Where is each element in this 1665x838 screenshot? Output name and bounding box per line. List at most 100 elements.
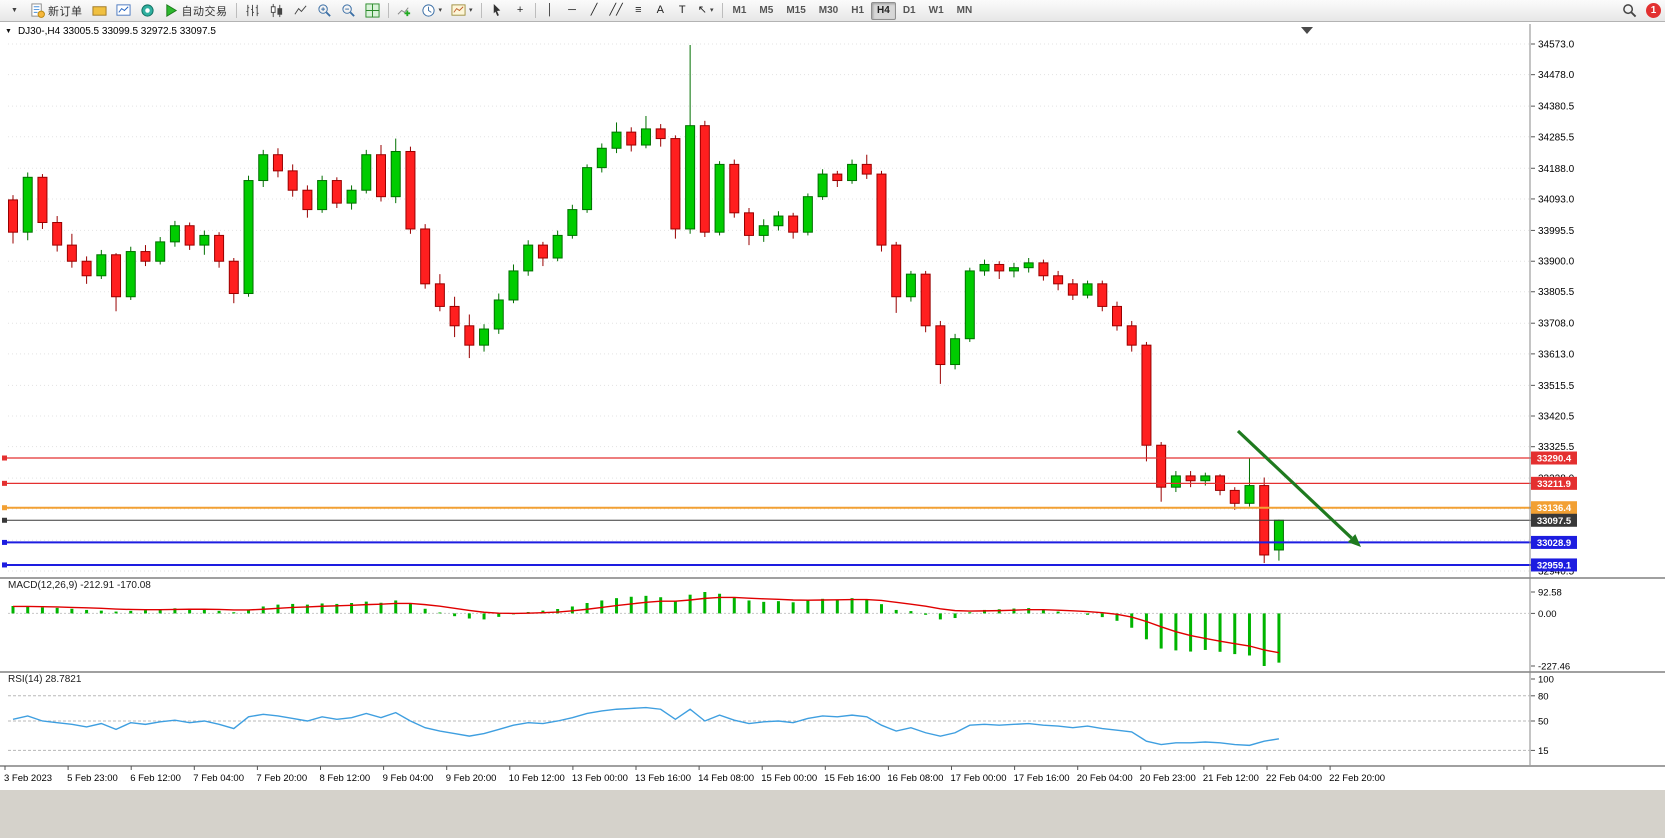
market-watch-button[interactable]: [112, 1, 135, 20]
timeframe-mn-button[interactable]: MN: [951, 2, 979, 20]
search-icon: [1623, 4, 1637, 18]
pane-separator[interactable]: [0, 765, 1665, 767]
toolbar-menu-button[interactable]: ▼: [4, 1, 25, 20]
new-order-button[interactable]: 新订单: [26, 1, 87, 20]
vertical-line-icon: │: [546, 4, 554, 16]
rsi-line: [12, 706, 1280, 747]
toolbar-separator: [235, 3, 237, 18]
horizontal-line-tool-button[interactable]: ─: [562, 1, 583, 20]
timeframe-w1-button[interactable]: W1: [923, 2, 950, 20]
candlestick-series: [8, 44, 1284, 564]
time-axis[interactable]: [0, 766, 1530, 790]
line-handle[interactable]: [2, 505, 7, 511]
caret-down-icon: ▼: [11, 7, 18, 14]
line-handle[interactable]: [2, 539, 7, 545]
time-tick-label: 3 Feb 2023: [4, 773, 52, 784]
crosshair-icon: +: [516, 4, 524, 16]
price-tick-label: 34573.0: [1538, 40, 1575, 51]
notification-badge[interactable]: 1: [1646, 3, 1661, 18]
horizontal-lines: [2, 455, 1531, 568]
line-handle[interactable]: [2, 455, 7, 461]
fibonacci-tool-button[interactable]: ≡: [628, 1, 649, 20]
time-tick-label: 22 Feb 04:00: [1266, 773, 1322, 784]
time-tick-label: 7 Feb 04:00: [193, 773, 244, 784]
price-badge: [1531, 451, 1577, 465]
indicators-button[interactable]: [393, 1, 416, 20]
crosshair-button[interactable]: +: [510, 1, 531, 20]
price-tick-label: 34380.5: [1538, 102, 1575, 113]
channel-tool-button[interactable]: ╱╱: [606, 1, 627, 20]
zoom-in-button[interactable]: [313, 1, 336, 20]
pane-separator[interactable]: [0, 577, 1665, 579]
time-tick-label: 15 Feb 00:00: [761, 773, 817, 784]
price-tick-label: 33805.5: [1538, 287, 1575, 298]
pane-separator[interactable]: [0, 671, 1665, 673]
bar-chart-button[interactable]: [241, 1, 264, 20]
templates-button[interactable]: ▾: [447, 1, 477, 20]
price-tick-label: 33708.0: [1538, 319, 1575, 330]
autotrade-button[interactable]: 自动交易: [160, 1, 232, 20]
price-line-badges: 33290.4 33211.9 33136.4 33097.5 33028.9 32959…: [1531, 451, 1577, 572]
trendline-tool-button[interactable]: ╱: [584, 1, 605, 20]
time-axis-labels: 3 Feb 2023 5 Feb 23:00 6 Feb 12:00 7 Feb 04…: [4, 766, 1385, 784]
price-badge-label: 33211.9: [1537, 479, 1571, 490]
price-tick-label: 33420.5: [1538, 412, 1575, 423]
time-tick-label: 20 Feb 23:00: [1140, 773, 1196, 784]
timeframe-m5-button[interactable]: M5: [753, 2, 779, 20]
caret-icon: ▾: [438, 7, 443, 14]
timeframe-d1-button[interactable]: D1: [897, 2, 922, 20]
macd-label: MACD(12,26,9) -212.91 -170.08: [8, 580, 151, 591]
tile-windows-button[interactable]: [361, 1, 384, 20]
horizontal-line-icon: ─: [568, 4, 576, 16]
line-chart-button[interactable]: [289, 1, 312, 20]
timeframe-h1-button[interactable]: H1: [845, 2, 870, 20]
text-label-icon: T: [678, 4, 686, 16]
navigator-button[interactable]: [136, 1, 159, 20]
rsi-label: RSI(14) 28.7821: [8, 674, 82, 685]
trend-arrow-annotation[interactable]: [1236, 429, 1361, 547]
line-handle[interactable]: [2, 480, 7, 486]
tile-windows-icon: [364, 3, 380, 18]
zoom-out-button[interactable]: [337, 1, 360, 20]
price-badge: [1531, 535, 1577, 549]
template-icon: [451, 4, 466, 16]
timeframe-h4-button[interactable]: H4: [871, 1, 896, 20]
time-tick-label: 17 Feb 00:00: [951, 773, 1007, 784]
search-button[interactable]: [1618, 1, 1641, 20]
caret-icon: ▾: [469, 7, 473, 14]
profiles-icon: [91, 6, 107, 16]
time-tick-label: 20 Feb 04:00: [1077, 773, 1133, 784]
time-tick-label: 5 Feb 23:00: [67, 773, 118, 784]
timeframe-m15-button[interactable]: M15: [780, 2, 811, 20]
timeframe-m1-button[interactable]: M1: [727, 2, 753, 20]
price-badge-label: 32959.1: [1537, 560, 1572, 571]
rsi-indicator: 100 80 50 15: [8, 675, 1554, 757]
price-tick-label: 34285.5: [1538, 132, 1575, 143]
text-label-tool-button[interactable]: T: [672, 1, 693, 20]
price-badge: [1531, 558, 1577, 572]
price-tick-label: 34188.0: [1538, 164, 1575, 175]
time-tick-label: 9 Feb 20:00: [446, 773, 497, 784]
timeframe-m30-button[interactable]: M30: [813, 2, 844, 20]
market-watch-icon: [115, 4, 131, 16]
line-handle[interactable]: [2, 517, 7, 523]
cursor-button[interactable]: [486, 1, 509, 20]
text-tool-button[interactable]: A: [650, 1, 671, 20]
chart-title-text: DJ30-,H4 33005.5 33099.5 32972.5 33097.5: [17, 26, 216, 37]
status-strip: [0, 790, 1665, 838]
line-handle[interactable]: [2, 562, 7, 568]
vertical-line-tool-button[interactable]: │: [540, 1, 561, 20]
price-axis[interactable]: [1531, 24, 1621, 765]
price-tick-label: 32940.5: [1538, 566, 1575, 577]
chart-shift-marker[interactable]: [1301, 27, 1313, 34]
arrows-tool-button[interactable]: ↖ ▾: [694, 1, 718, 20]
periods-button[interactable]: ▾: [417, 1, 447, 20]
new-order-icon: [31, 3, 45, 18]
chart-title: ▼ DJ30-,H4 33005.5 33099.5 32972.5 33097…: [5, 26, 216, 37]
time-tick-label: 10 Feb 12:00: [509, 773, 565, 784]
chart-menu-caret-icon[interactable]: ▼: [5, 28, 12, 35]
profiles-button[interactable]: [88, 1, 111, 20]
candlestick-chart-button[interactable]: [265, 1, 288, 20]
time-tick-label: 7 Feb 20:00: [256, 773, 307, 784]
